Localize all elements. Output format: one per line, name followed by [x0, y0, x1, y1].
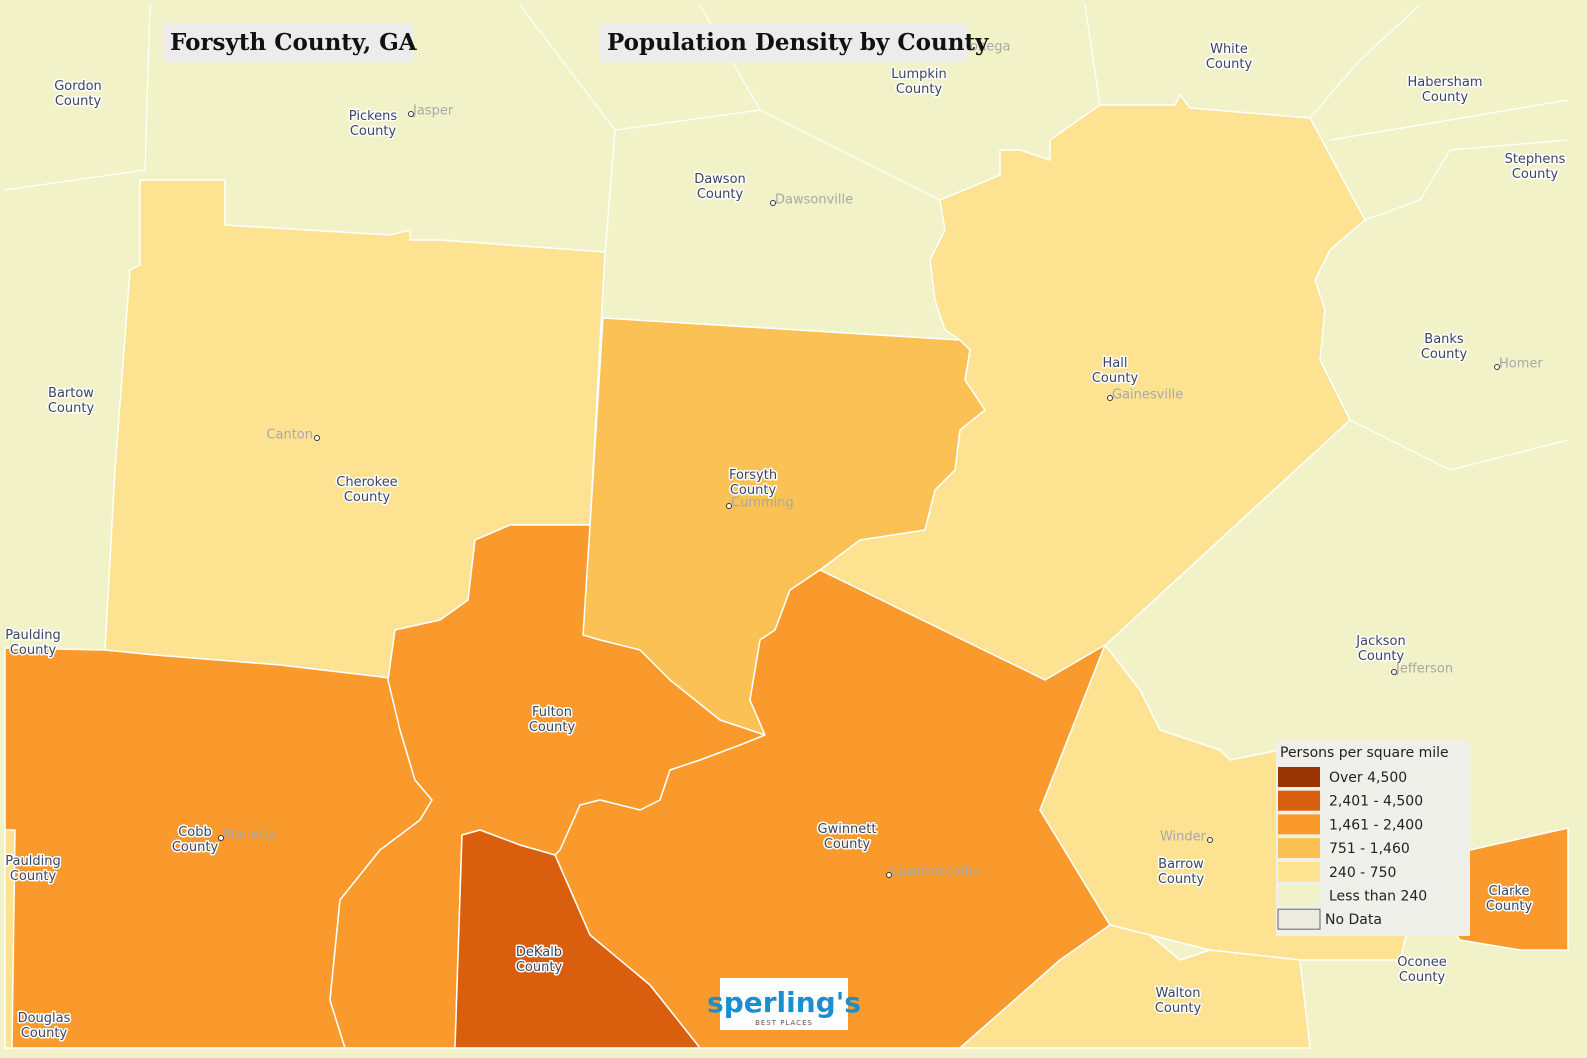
county-label: County	[1421, 347, 1468, 362]
city-dot	[408, 111, 414, 117]
legend-swatch	[1277, 908, 1321, 930]
city-label: Winder	[1160, 830, 1207, 845]
legend-label: 240 - 750	[1329, 865, 1396, 881]
county-label: Pickens	[349, 109, 398, 124]
county-label: Paulding	[5, 628, 60, 643]
county-label: White	[1210, 42, 1248, 57]
county-label: County	[1158, 872, 1205, 887]
county-label: County	[1422, 90, 1469, 105]
legend-swatch	[1278, 838, 1320, 859]
legend-label: Less than 240	[1329, 889, 1427, 905]
city-dot	[770, 200, 776, 206]
county-label: Douglas	[18, 1011, 71, 1026]
county-label: County	[10, 643, 57, 658]
legend-label: 2,401 - 4,500	[1329, 794, 1423, 810]
county-label: County	[516, 960, 563, 975]
county-label: Clarke	[1488, 884, 1529, 899]
county-label: County	[172, 840, 219, 855]
legend-swatch	[1278, 790, 1320, 811]
legend: Over 4,500 2,401 - 4,500 1,461 - 2,400 751 …	[1277, 767, 1427, 930]
city-dot	[314, 435, 320, 441]
county-label: Forsyth	[729, 468, 777, 483]
county-label: Banks	[1424, 332, 1464, 347]
legend-label: 1,461 - 2,400	[1329, 817, 1423, 833]
legend-label: Over 4,500	[1329, 770, 1407, 786]
county-area	[959, 924, 1311, 1049]
county-label: County	[1155, 1001, 1202, 1016]
county-label: Hall	[1103, 356, 1128, 371]
county-label: Gwinnett	[818, 822, 877, 837]
county-label: County	[824, 837, 871, 852]
county-label: Cherokee	[336, 475, 397, 490]
county-label: County	[1206, 57, 1253, 72]
logo-name: sperling's	[707, 986, 861, 1019]
county-label: Paulding	[5, 854, 60, 869]
county-label: County	[10, 869, 57, 884]
county-label: County	[55, 94, 102, 109]
city-dot	[726, 503, 732, 509]
city-label: Canton	[266, 428, 313, 443]
subtitle-box	[600, 24, 968, 62]
subtitle: Population Density by County	[607, 29, 989, 56]
legend-title: Persons per square mile	[1280, 745, 1449, 761]
county-label: County	[1512, 167, 1559, 182]
county-label: Oconee	[1397, 955, 1447, 970]
county-label: County	[350, 124, 397, 139]
county-label: Cobb	[178, 825, 212, 840]
county-label: County	[529, 720, 576, 735]
county-label: Bartow	[48, 386, 94, 401]
county-area	[4, 829, 16, 1049]
county-label: County	[21, 1026, 68, 1041]
city-dot	[218, 835, 224, 841]
legend-swatch	[1278, 814, 1320, 835]
county-label: County	[1358, 649, 1405, 664]
city-dot	[1207, 837, 1213, 843]
legend-label: No Data	[1325, 912, 1382, 928]
city-label: Lawrenceville	[891, 865, 980, 880]
logo-tagline: BEST PLACES	[755, 1019, 813, 1027]
city-dot	[1391, 669, 1397, 675]
county-label: County	[344, 490, 391, 505]
county-label: Walton	[1156, 986, 1201, 1001]
county-label: DeKalb	[516, 945, 562, 960]
county-label: Stephens	[1505, 152, 1566, 167]
city-label: Jasper	[412, 104, 454, 119]
city-dot	[1494, 364, 1500, 370]
city-label: Jefferson	[1395, 662, 1453, 677]
county-label: County	[1092, 371, 1139, 386]
county-area	[454, 829, 701, 1049]
legend-swatch	[1278, 861, 1320, 882]
logo-box	[720, 978, 848, 1030]
county-label: Lumpkin	[891, 67, 947, 82]
city-label: Gainesville	[1112, 388, 1183, 403]
legend-label: 751 - 1,460	[1329, 841, 1410, 857]
city-label: Cumming	[731, 496, 794, 511]
county-label: Dawson	[694, 172, 746, 187]
labels: GordonCountyPickensCountyLumpkinCountyWh…	[4, 40, 1567, 1043]
city-dot	[886, 872, 892, 878]
city-label: Dawsonville	[775, 193, 853, 208]
city-label: Homer	[1499, 357, 1543, 372]
county-label: County	[730, 483, 777, 498]
county-label: Fulton	[532, 705, 572, 720]
county-label: County	[48, 401, 95, 416]
legend-swatch	[1278, 767, 1320, 787]
city-label: onega	[970, 40, 1010, 55]
city-dot	[1107, 395, 1113, 401]
title: Forsyth County, GA	[170, 29, 418, 56]
county-label: County	[697, 187, 744, 202]
county-label: Jackson	[1355, 634, 1405, 649]
county-label: County	[1486, 899, 1533, 914]
county-label: County	[1399, 970, 1446, 985]
city-label: Marietta	[223, 828, 277, 843]
title-box	[163, 24, 413, 62]
county-label: Barrow	[1158, 857, 1204, 872]
county-label: Habersham	[1408, 75, 1483, 90]
county-label: County	[896, 82, 943, 97]
legend-swatch	[1278, 885, 1320, 906]
counties	[4, 94, 1569, 1049]
county-label: Gordon	[54, 79, 102, 94]
